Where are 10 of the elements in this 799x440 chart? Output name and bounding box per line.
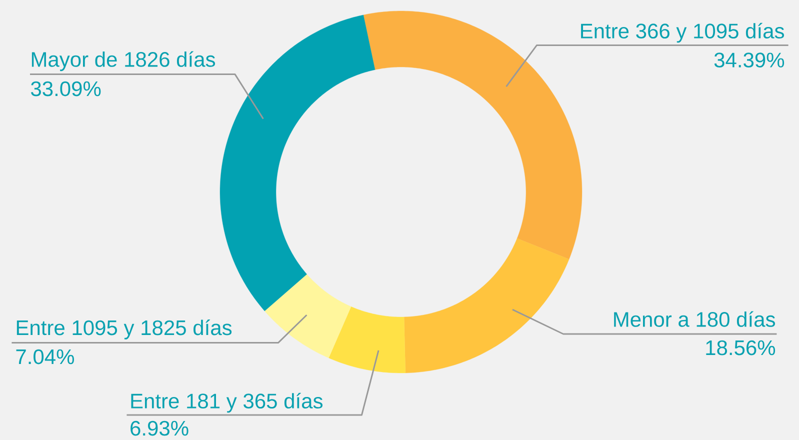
slice-label: Entre 181 y 365 días [131,392,323,413]
data-label: 7.04% [16,349,74,364]
slice-label: Menor a 180 días [614,311,776,327]
slice-label: Entre 366 y 1095 días [581,22,784,43]
data-label: 18.56% [706,340,776,356]
slice-label: Mayor de 1826 días [32,51,216,72]
slice-label: Entre 1095 y 1825 días [16,320,232,340]
data-label: 6.93% [130,420,188,436]
data-label: 33.09% [31,81,101,96]
data-label: 34.39% [714,52,784,68]
